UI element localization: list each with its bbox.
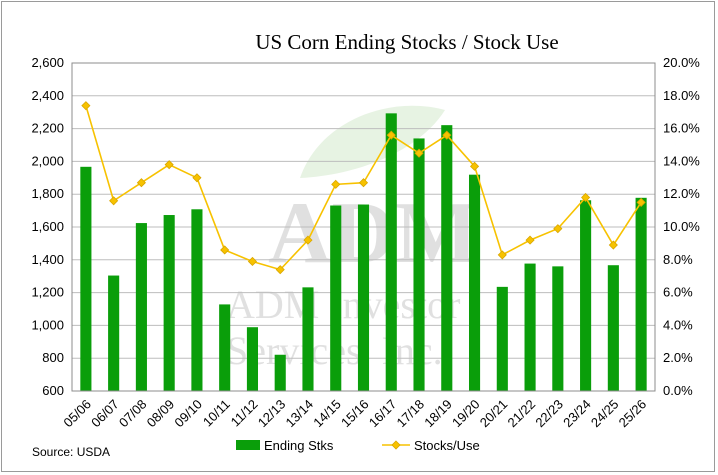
left-tick-label: 2,400 — [31, 88, 64, 103]
bar — [524, 263, 536, 391]
stocks-use-point — [81, 101, 91, 111]
right-tick-label: 0.0% — [663, 383, 693, 398]
bar — [552, 266, 564, 391]
left-tick-label: 1,600 — [31, 219, 64, 234]
right-tick-label: 6.0% — [663, 285, 693, 300]
bar — [274, 354, 286, 391]
bar — [108, 275, 120, 391]
stocks-use-point — [192, 173, 202, 183]
legend-line-marker — [391, 440, 401, 450]
right-tick-label: 20.0% — [663, 55, 700, 70]
legend-label: Ending Stks — [264, 438, 334, 453]
bar — [635, 197, 647, 391]
category-label: 18/19 — [421, 397, 455, 431]
category-label: 16/17 — [366, 397, 400, 431]
watermark: ADM ADM Investor Services, Inc. — [226, 105, 478, 373]
category-label: 17/18 — [394, 397, 428, 431]
left-tick-label: 1,200 — [31, 285, 64, 300]
bar — [80, 166, 92, 391]
left-tick-label: 2,000 — [31, 153, 64, 168]
category-label: 24/25 — [588, 397, 622, 431]
stocks-use-point — [247, 256, 258, 267]
stocks-use-point — [303, 235, 313, 245]
stocks-use-point — [414, 148, 424, 158]
right-tick-label: 12.0% — [663, 186, 700, 201]
category-label: 07/08 — [116, 397, 150, 431]
category-label: 12/13 — [255, 397, 289, 431]
bar — [302, 287, 314, 391]
source-note: Source: USDA — [32, 445, 110, 459]
left-tick-label: 1,000 — [31, 317, 64, 332]
category-label: 21/22 — [505, 397, 539, 431]
stocks-use-point — [553, 224, 563, 234]
stocks-use-point — [358, 178, 369, 188]
stocks-use-point — [581, 192, 591, 203]
stocks-use-point — [275, 265, 285, 275]
stocks-use-point — [469, 161, 480, 171]
bar — [191, 209, 203, 391]
category-label: 08/09 — [144, 397, 178, 431]
right-tick-label: 2.0% — [663, 350, 693, 365]
bar — [607, 265, 619, 391]
legend-label: Stocks/Use — [414, 438, 480, 453]
stocks-use-point — [164, 160, 174, 170]
watermark-leaf-icon — [300, 105, 445, 178]
legend: Ending Stks Stocks/Use — [236, 438, 480, 453]
line-series — [81, 101, 646, 275]
stocks-use-point — [497, 250, 507, 260]
category-label: 19/20 — [449, 397, 483, 431]
bar — [385, 113, 397, 392]
left-tick-label: 800 — [42, 350, 64, 365]
left-tick-label: 600 — [42, 383, 64, 398]
bar — [135, 223, 147, 391]
category-label: 20/21 — [477, 397, 511, 431]
bar — [496, 286, 508, 391]
stocks-use-point — [109, 196, 119, 206]
watermark-line1: ADM Investor — [226, 282, 460, 327]
right-tick-label: 10.0% — [663, 219, 700, 234]
plot-area — [71, 62, 656, 392]
category-label: 06/07 — [88, 397, 122, 431]
right-tick-label: 16.0% — [663, 121, 700, 136]
bar — [246, 327, 259, 391]
bar — [413, 138, 425, 391]
stocks-use-point — [220, 245, 230, 255]
category-label: 13/14 — [282, 397, 316, 431]
right-tick-label: 18.0% — [663, 88, 700, 103]
legend-bar-swatch — [236, 440, 260, 450]
category-label: 09/10 — [171, 397, 205, 431]
bar — [441, 125, 453, 391]
category-label: 11/12 — [228, 397, 261, 430]
category-label: 05/06 — [60, 397, 94, 431]
bar — [580, 200, 592, 391]
category-label: 15/16 — [338, 397, 372, 431]
stocks-use-point — [608, 240, 618, 250]
right-tick-label: 14.0% — [663, 153, 700, 168]
bar-series — [80, 113, 647, 392]
right-tick-label: 8.0% — [663, 252, 693, 267]
left-tick-label: 1,800 — [31, 186, 64, 201]
left-tick-label: 2,200 — [31, 121, 64, 136]
stocks-use-point — [442, 130, 452, 140]
left-tick-label: 1,400 — [31, 252, 64, 267]
stocks-use-point — [636, 197, 646, 207]
category-label: 22/23 — [532, 397, 566, 431]
bar — [357, 204, 370, 391]
stocks-use-point — [331, 179, 341, 189]
category-label: 14/15 — [310, 397, 344, 431]
bar — [468, 174, 481, 391]
category-label: 25/26 — [616, 397, 650, 431]
bar — [330, 205, 342, 391]
stocks-use-point — [525, 235, 535, 245]
bar — [219, 304, 231, 391]
category-label: 10/11 — [200, 397, 233, 430]
bar — [163, 215, 175, 391]
chart-title: US Corn Ending Stocks / Stock Use — [255, 30, 558, 54]
left-tick-label: 2,600 — [31, 55, 64, 70]
category-label: 23/24 — [560, 397, 594, 431]
stocks-use-point — [136, 178, 146, 188]
right-tick-label: 4.0% — [663, 317, 693, 332]
stocks-use-point — [386, 130, 396, 140]
